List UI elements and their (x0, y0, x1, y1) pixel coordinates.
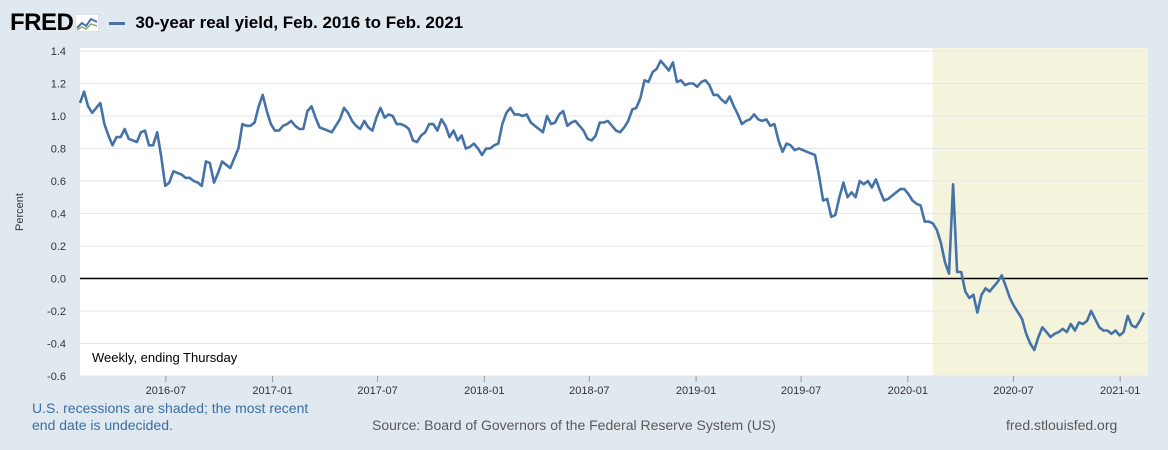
y-tick-label: 1.2 (51, 79, 66, 91)
y-tick-label: 0.8 (51, 144, 66, 156)
chart-title: 30-year real yield, Feb. 2016 to Feb. 20… (135, 13, 464, 32)
y-tick-label: 0.6 (51, 176, 66, 188)
x-tick-label: 2020-01 (888, 385, 928, 397)
legend-swatch (109, 21, 126, 25)
y-tick-label: 1.4 (51, 46, 66, 58)
x-tick-label: 2020-07 (993, 385, 1033, 397)
site-link[interactable]: fred.stlouisfed.org (1006, 417, 1118, 433)
fred-logo[interactable]: FRED (10, 9, 74, 36)
y-tick-label: -0.6 (47, 371, 66, 383)
x-tick-label: 2017-01 (252, 385, 292, 397)
y-tick-label: 0.4 (51, 209, 66, 221)
recession-shading (932, 48, 1148, 376)
x-tick-label: 2016-07 (146, 385, 186, 397)
y-tick-label: -0.4 (47, 339, 66, 351)
annotation-box (85, 345, 257, 369)
header: FRED 30-year real yield, Feb. 2016 to Fe… (10, 8, 463, 38)
y-tick-label: 0.2 (51, 241, 66, 253)
x-tick-label: 2021-01 (1100, 385, 1140, 397)
x-tick-label: 2019-07 (781, 385, 821, 397)
x-axis-ticks: 2016-07 2017-01 2017-07 2018-01 2018-07 2019-… (146, 376, 1140, 397)
x-tick-label: 2019-01 (676, 385, 716, 397)
source-note: Source: Board of Governors of the Federa… (372, 417, 776, 433)
y-tick-label: -0.2 (47, 306, 66, 318)
fred-logo-graph-icon (75, 14, 100, 32)
series-line (78, 59, 1146, 352)
grid-lines (80, 50, 1148, 377)
x-tick-label: 2017-07 (357, 385, 397, 397)
y-tick-label: 0.0 (51, 274, 66, 286)
recession-note: U.S. recessions are shaded; the most rec… (32, 400, 309, 433)
y-axis-ticks: 1.4 1.2 1.0 0.8 0.6 0.4 0.2 0.0 -0.2 -0.4 -0.6 (47, 46, 66, 383)
chart-annotation: Weekly, ending Thursday (92, 350, 238, 365)
y-axis-label: Percent (14, 193, 26, 231)
x-tick-label: 2018-07 (569, 385, 609, 397)
x-tick-label: 2018-01 (464, 385, 504, 397)
y-tick-label: 1.0 (51, 111, 66, 123)
